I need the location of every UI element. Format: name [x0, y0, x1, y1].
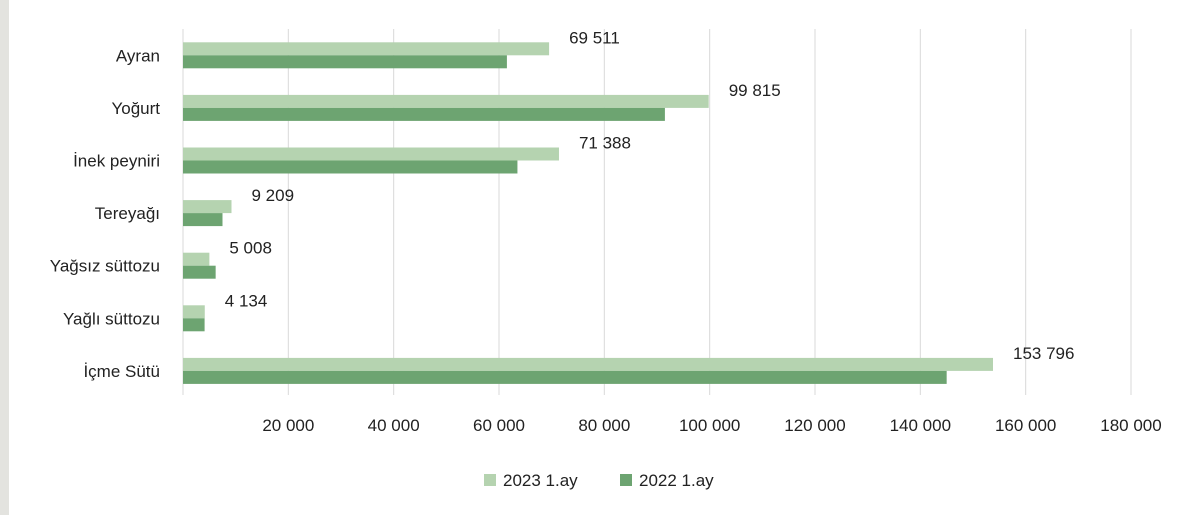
bar-2023 [183, 305, 205, 319]
legend-swatch-2023 [484, 474, 496, 486]
bar-2022 [183, 213, 223, 227]
data-label: 5 008 [229, 239, 272, 258]
data-label: 9 209 [252, 186, 295, 205]
legend-swatch-2022 [620, 474, 632, 486]
category-label: Tereyağı [95, 204, 160, 223]
data-labels: 69 511 99 815 71 388 9 209 5 008 4 134 153 796 [225, 28, 1075, 363]
gridlines [182, 29, 1132, 395]
bar-2022 [183, 160, 518, 174]
x-tick-label: 160 000 [995, 416, 1056, 435]
bar-2023 [183, 252, 210, 266]
bar-2022 [183, 55, 507, 69]
category-label: İnek peyniri [73, 152, 160, 171]
x-tick-label: 180 000 [1100, 416, 1161, 435]
bar-2022 [183, 318, 205, 332]
bar-2022 [183, 107, 665, 121]
data-label: 69 511 [569, 28, 620, 47]
bar-2022 [183, 265, 216, 279]
x-tick-label: 40 000 [368, 416, 420, 435]
chart-frame: Ayran Yoğurt İnek peyniri Tereyağı Yağsız sü… [9, 0, 1201, 515]
category-labels: Ayran Yoğurt İnek peyniri Tereyağı Yağsız sü… [50, 46, 161, 381]
bar-2023 [183, 147, 559, 161]
data-label: 4 134 [225, 291, 268, 310]
data-label: 99 815 [729, 81, 781, 100]
category-label: Ayran [116, 46, 160, 65]
x-tick-label: 120 000 [784, 416, 845, 435]
category-label: Yağlı süttozu [63, 309, 160, 328]
x-tick-label: 20 000 [262, 416, 314, 435]
x-tick-label: 100 000 [679, 416, 740, 435]
data-label: 153 796 [1013, 344, 1074, 363]
bar-2023 [183, 200, 232, 214]
bar-2023 [183, 94, 709, 108]
data-label: 71 388 [579, 134, 631, 153]
x-tick-label: 80 000 [578, 416, 630, 435]
x-tick-label: 60 000 [473, 416, 525, 435]
x-tick-labels: 20 000 40 000 60 000 80 000 100 000 120 000 14… [262, 416, 1161, 435]
category-label: İçme Sütü [83, 362, 160, 381]
legend: 2023 1.ay 2022 1.ay [484, 471, 714, 490]
bars [183, 42, 993, 384]
bar-2023 [183, 357, 993, 371]
x-tick-label: 140 000 [890, 416, 951, 435]
legend-label-2023: 2023 1.ay [503, 471, 578, 490]
bar-2023 [183, 42, 550, 56]
legend-label-2022: 2022 1.ay [639, 471, 714, 490]
bar-2022 [183, 370, 947, 384]
category-label: Yağsız süttozu [50, 257, 160, 276]
category-label: Yoğurt [111, 99, 160, 118]
bar-chart: Ayran Yoğurt İnek peyniri Tereyağı Yağsız sü… [50, 28, 1162, 490]
